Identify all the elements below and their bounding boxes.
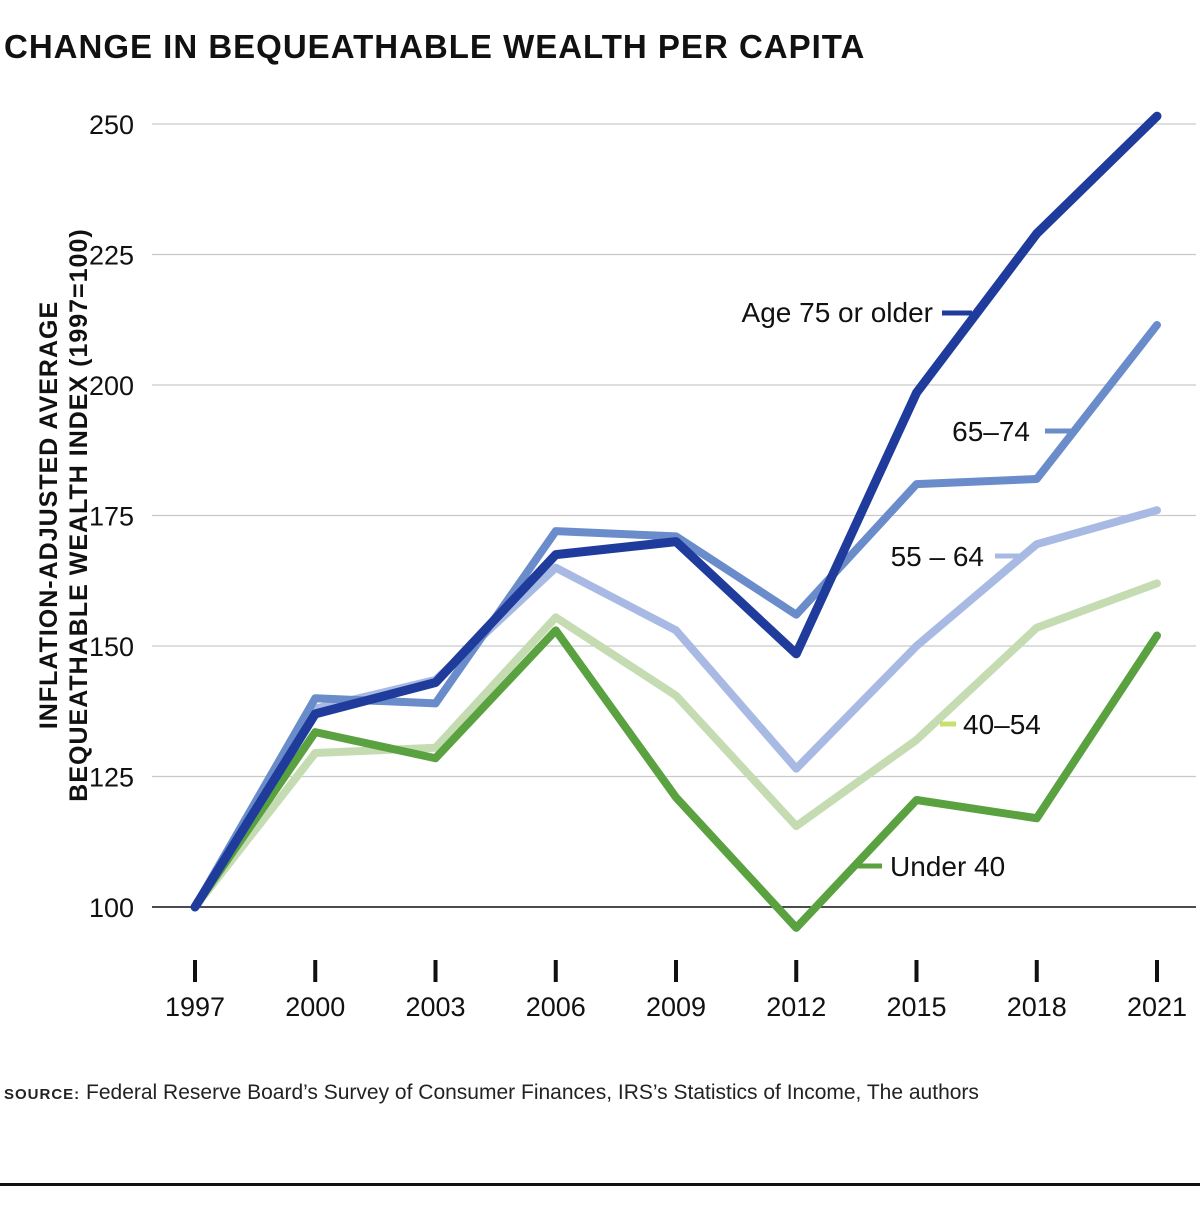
y-tick-label: 225	[89, 241, 134, 271]
x-tick-label: 2000	[285, 992, 345, 1022]
line-chart: 100 125 150 175 200 225 250 1997 2000 2003 2006 200…	[89, 110, 1196, 1022]
legend-label: Under 40	[890, 851, 1005, 882]
source-key: SOURCE:	[4, 1086, 81, 1103]
x-tick-label: 2003	[405, 992, 465, 1022]
y-tick-label: 175	[89, 502, 134, 532]
source-text: Federal Reserve Board’s Survey of Consum…	[86, 1081, 979, 1104]
y-tick-label: 250	[89, 110, 134, 140]
chart-title: CHANGE IN BEQUEATHABLE WEALTH PER CAPITA	[4, 28, 866, 65]
x-tick-label: 2018	[1007, 992, 1067, 1022]
series-line-40-54	[191, 579, 1161, 911]
source-note: SOURCE: Federal Reserve Board’s Survey o…	[4, 1081, 979, 1105]
x-tick-label: 2015	[886, 992, 946, 1022]
x-tick-label: 1997	[165, 992, 225, 1022]
series-line-under-40	[191, 626, 1161, 932]
legend-label: Age 75 or older	[742, 297, 933, 328]
y-tick-label: 125	[89, 763, 134, 793]
y-tick-label: 100	[89, 893, 134, 923]
x-tick-label: 2006	[526, 992, 586, 1022]
legend-label: 40–54	[963, 709, 1041, 740]
series-line-age-75-or-older	[190, 111, 1162, 912]
series-line-65-74	[191, 320, 1161, 911]
y-tick-label: 150	[89, 632, 134, 662]
bottom-rule	[0, 1183, 1200, 1186]
x-tick-label: 2021	[1127, 992, 1187, 1022]
x-tick-label: 2009	[646, 992, 706, 1022]
y-tick-label: 200	[89, 371, 134, 401]
legend-label: 55 – 64	[891, 541, 984, 572]
legend-label: 65–74	[952, 416, 1030, 447]
x-tick-label: 2012	[766, 992, 826, 1022]
